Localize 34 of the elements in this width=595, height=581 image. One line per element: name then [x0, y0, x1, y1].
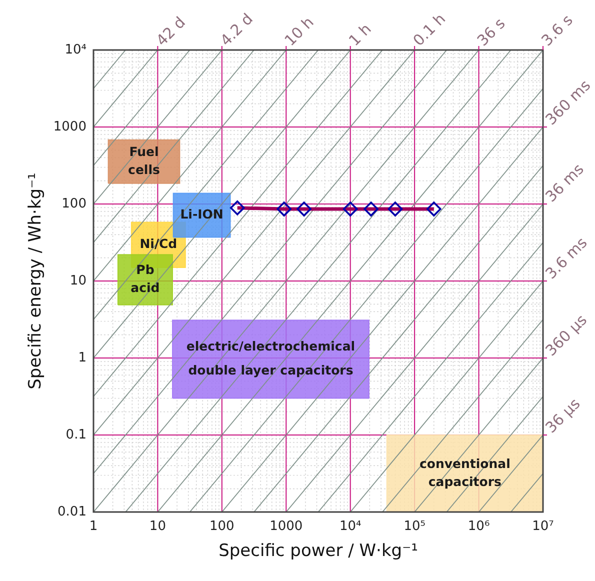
series-label: Fuel cells — [128, 144, 160, 177]
text: 4.2 d — [216, 10, 256, 50]
text: 360 µs — [542, 310, 591, 360]
y-tick-label: 100 — [62, 196, 86, 212]
x-tick-label: 10⁵ — [404, 519, 426, 534]
y-tick-label: 1000 — [53, 119, 86, 134]
x-tick-label: 10 — [149, 519, 166, 534]
y-tick-label: 0.01 — [58, 504, 86, 520]
y-tick-label: 10⁴ — [64, 42, 86, 58]
x-tick-label: 100 — [210, 519, 234, 534]
x-tick-label: 10⁴ — [339, 519, 362, 534]
y-tick-label: 10 — [70, 273, 86, 288]
x-axis-title: Specific power / W·kg⁻¹ — [218, 541, 418, 562]
text: 42 d — [152, 13, 189, 50]
text: 360 ms — [542, 76, 594, 129]
text: 1 h — [345, 20, 375, 50]
series-label: Ni/Cd — [140, 236, 178, 252]
text: 36 µs — [542, 394, 584, 437]
x-tick-label: 1000 — [270, 519, 303, 534]
text: 10 h — [280, 13, 318, 50]
y-tick-label: 1 — [78, 350, 86, 366]
x-tick-label: 10⁷ — [532, 519, 554, 534]
series-label: electric/electrochemical double layer capacitors — [186, 338, 356, 378]
text: 3.6 ms — [542, 234, 591, 283]
text: 3.6 s — [538, 10, 576, 50]
y-axis-title: Specific energy / Wh·kg⁻¹ — [26, 172, 46, 390]
series-label: Pb acid — [130, 262, 160, 295]
text: 36 ms — [542, 160, 588, 206]
x-tick-label: 1 — [89, 519, 98, 534]
text: 36 s — [474, 14, 509, 50]
x-tick-label: 10⁶ — [468, 519, 490, 534]
y-tick-label: 0.1 — [66, 427, 86, 442]
series-label: Li-ION — [180, 206, 224, 222]
text: 0.1 h — [409, 10, 450, 50]
